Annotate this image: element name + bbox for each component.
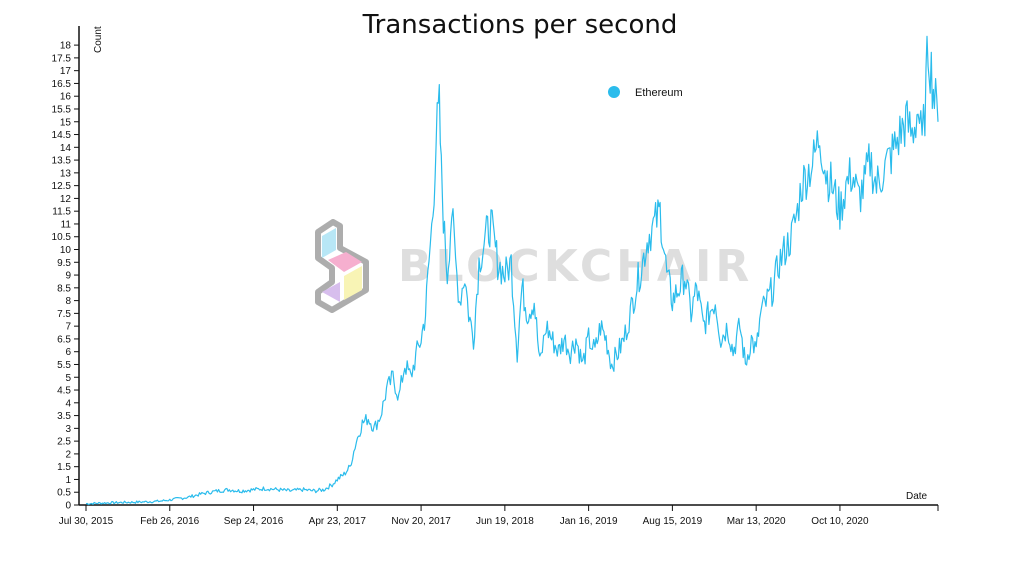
series-layer	[85, 35, 939, 506]
x-tick-label: Jun 19, 2018	[476, 516, 534, 527]
y-tick-label: 2.5	[57, 437, 71, 448]
y-tick-label: 10	[60, 245, 72, 256]
x-tick-label: Nov 20, 2017	[391, 516, 451, 527]
y-tick-label: 0	[65, 501, 71, 512]
y-tick-label: 3	[65, 424, 71, 435]
x-axis-ticks: Jul 30, 2015 Feb 26, 2016 Sep 24, 2016 Apr …	[59, 505, 939, 527]
y-tick-label: 6.5	[57, 334, 71, 345]
y-tick-label: 14.5	[52, 130, 72, 141]
y-tick-label: 14	[60, 143, 72, 154]
y-axis-ticks: 00.511.522.533.544.555.566.577.588.599.5…	[52, 41, 79, 512]
y-tick-label: 18	[60, 41, 72, 52]
y-tick-label: 12.5	[52, 181, 72, 192]
y-tick-label: 8.5	[57, 283, 71, 294]
y-tick-label: 10.5	[52, 232, 72, 243]
series-line-ethereum	[85, 35, 939, 506]
y-tick-label: 4.5	[57, 386, 71, 397]
y-tick-label: 1	[65, 475, 71, 486]
y-tick-label: 0.5	[57, 488, 71, 499]
y-tick-label: 13	[60, 168, 72, 179]
legend-marker-ethereum	[608, 86, 620, 98]
y-tick-label: 16.5	[52, 79, 72, 90]
blockchair-watermark: BLOCKCHAIR	[315, 219, 753, 313]
x-tick-label: Jul 30, 2015	[59, 516, 114, 527]
y-tick-label: 1.5	[57, 462, 71, 473]
legend-label-ethereum: Ethereum	[635, 87, 683, 99]
y-tick-label: 11	[61, 219, 72, 230]
x-tick-label: Mar 13, 2020	[727, 516, 786, 527]
x-tick-label: Oct 10, 2020	[811, 516, 869, 527]
x-tick-label: Jan 16, 2019	[560, 516, 618, 527]
y-tick-label: 8	[65, 296, 71, 307]
y-tick-label: 15.5	[52, 104, 72, 115]
y-tick-label: 9.5	[57, 258, 71, 269]
y-tick-label: 11.5	[52, 207, 71, 218]
x-axis-title: Date	[906, 491, 928, 502]
x-tick-label: Sep 24, 2016	[224, 516, 284, 527]
y-axis-title: Count	[93, 26, 104, 53]
y-tick-label: 5.5	[57, 360, 71, 371]
y-tick-label: 17.5	[52, 53, 72, 64]
y-tick-label: 5	[65, 373, 71, 384]
x-tick-label: Apr 23, 2017	[309, 516, 367, 527]
y-tick-label: 15	[60, 117, 72, 128]
x-tick-label: Feb 26, 2016	[140, 516, 199, 527]
y-tick-label: 3.5	[57, 411, 71, 422]
chart-title: Transactions per second	[362, 10, 678, 40]
y-tick-label: 13.5	[52, 156, 72, 167]
watermark-text: BLOCKCHAIR	[398, 241, 753, 292]
y-tick-label: 17	[60, 66, 72, 77]
y-tick-label: 4	[65, 398, 71, 409]
legend: Ethereum	[608, 86, 683, 99]
y-tick-label: 7	[65, 322, 71, 333]
y-tick-label: 6	[65, 347, 71, 358]
y-tick-label: 12	[60, 194, 72, 205]
y-tick-label: 7.5	[57, 309, 71, 320]
x-tick-label: Aug 15, 2019	[643, 516, 703, 527]
y-tick-label: 9	[65, 271, 71, 282]
y-tick-label: 2	[65, 449, 71, 460]
y-tick-label: 16	[60, 92, 72, 103]
